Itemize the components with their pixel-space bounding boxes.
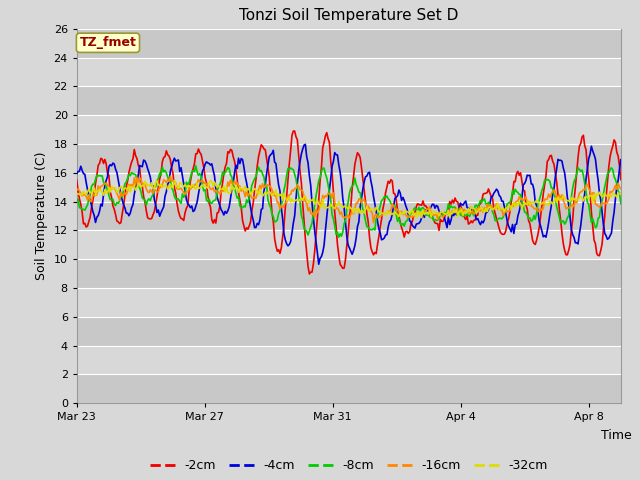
- Text: TZ_fmet: TZ_fmet: [79, 36, 136, 49]
- Bar: [77, 144, 621, 173]
- Bar: [77, 115, 621, 144]
- X-axis label: Time: Time: [601, 430, 632, 443]
- Bar: [77, 346, 621, 374]
- Y-axis label: Soil Temperature (C): Soil Temperature (C): [35, 152, 48, 280]
- Bar: [77, 173, 621, 202]
- Bar: [77, 374, 621, 403]
- Bar: [77, 86, 621, 115]
- Bar: [77, 288, 621, 317]
- Title: Tonzi Soil Temperature Set D: Tonzi Soil Temperature Set D: [239, 9, 458, 24]
- Bar: [77, 202, 621, 230]
- Bar: [77, 230, 621, 259]
- Bar: [77, 58, 621, 86]
- Bar: [77, 259, 621, 288]
- Legend: -2cm, -4cm, -8cm, -16cm, -32cm: -2cm, -4cm, -8cm, -16cm, -32cm: [145, 455, 553, 478]
- Bar: [77, 317, 621, 346]
- Bar: [77, 29, 621, 58]
